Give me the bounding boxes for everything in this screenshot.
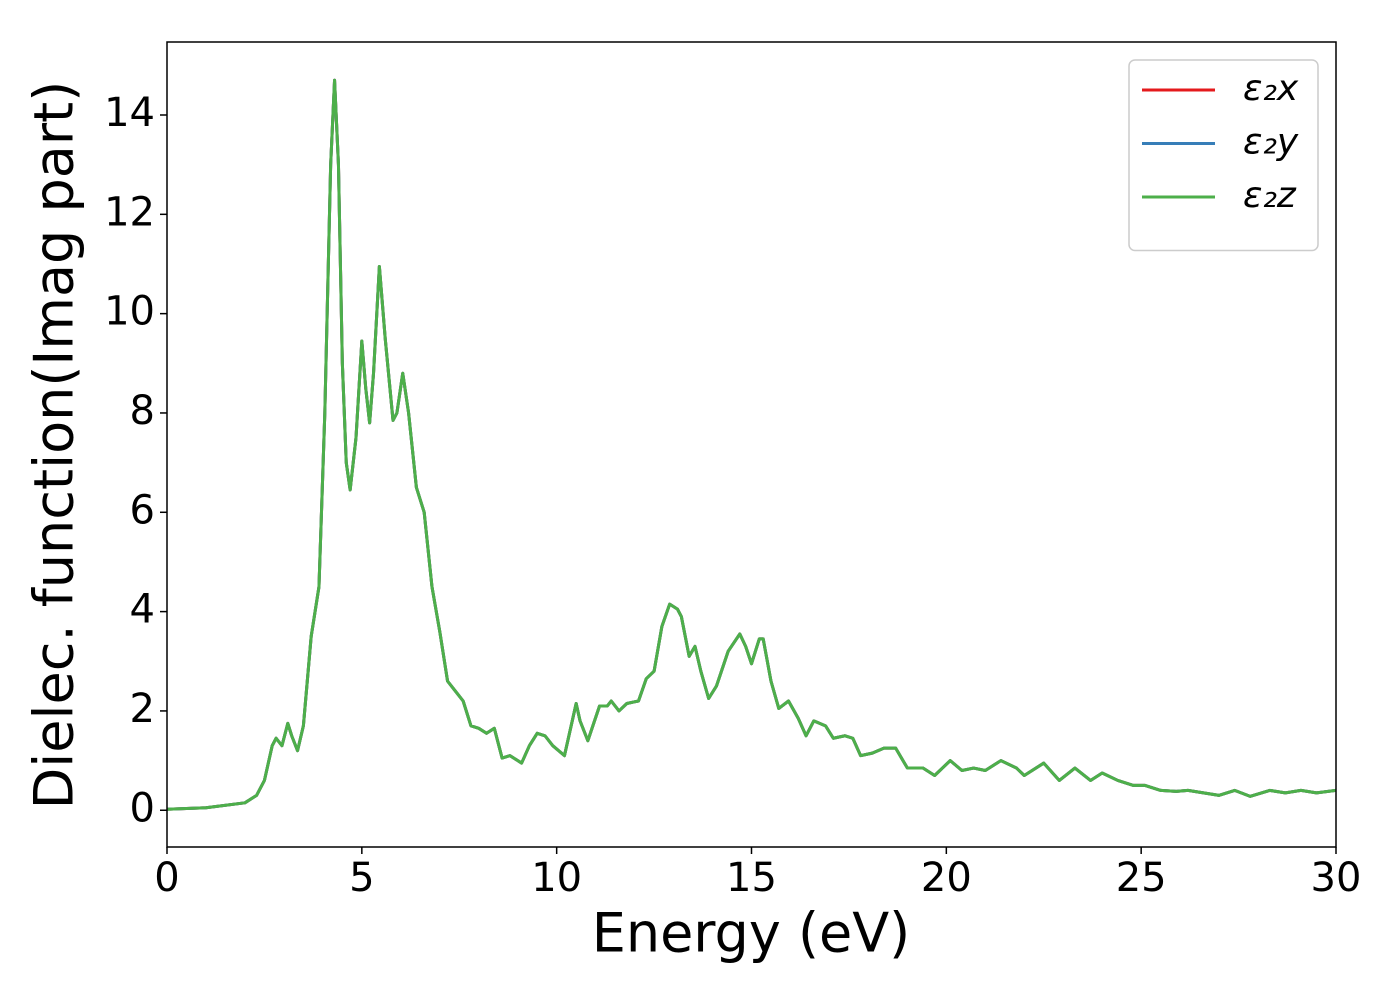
legend-box xyxy=(1128,59,1319,252)
legend-label: ε₂x xyxy=(1243,68,1299,109)
x-tick-label: 10 xyxy=(531,855,582,901)
x-tick-label: 25 xyxy=(1116,855,1167,901)
plot-frame xyxy=(166,41,1337,848)
legend-label: ε₂z xyxy=(1243,175,1297,216)
y-tick-label: 8 xyxy=(130,388,155,434)
x-tick-label: 30 xyxy=(1311,855,1362,901)
x-tick-label: 0 xyxy=(154,855,179,901)
series-line xyxy=(167,78,1336,811)
y-tick-label: 12 xyxy=(104,189,155,235)
x-tick-label: 5 xyxy=(349,855,374,901)
y-axis-label: Dielec. function(Imag part) xyxy=(23,81,86,810)
y-tick-label: 2 xyxy=(130,686,155,732)
y-tick-label: 0 xyxy=(130,785,155,831)
x-tick-label: 15 xyxy=(726,855,777,901)
x-axis-label: Energy (eV) xyxy=(592,902,911,965)
legend-label: ε₂y xyxy=(1243,122,1299,163)
x-tick-label: 20 xyxy=(921,855,972,901)
y-tick-label: 10 xyxy=(104,289,155,335)
y-tick-label: 4 xyxy=(130,587,155,633)
y-tick-label: 6 xyxy=(130,487,155,533)
y-tick-label: 14 xyxy=(104,90,155,136)
